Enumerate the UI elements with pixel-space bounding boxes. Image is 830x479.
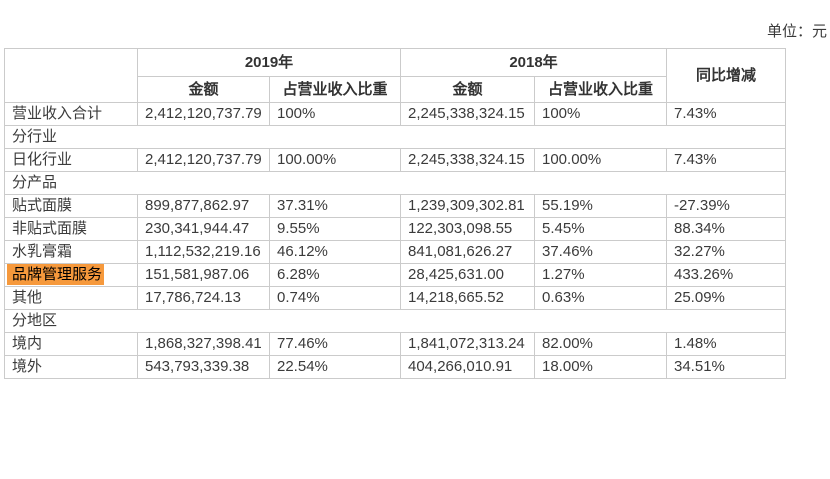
- cell-2018-amount-value: 404,266,010.91: [408, 358, 513, 376]
- row-label: 其他: [4, 286, 138, 311]
- section-row: 分产品: [4, 171, 786, 196]
- cell-yoy: 25.09%: [666, 286, 786, 311]
- cell-2019-amount: 230,341,944.47: [137, 217, 270, 242]
- cell-yoy: 7.43%: [666, 148, 786, 173]
- cell-2019-amount: 899,877,862.97: [137, 194, 270, 219]
- cell-2019-amount: 1,868,327,398.41: [137, 332, 270, 357]
- cell-2019-ratio: 37.31%: [269, 194, 401, 219]
- header-row-years: 2019年 2018年 同比增减: [4, 48, 786, 103]
- row-label: 境外: [4, 355, 138, 380]
- cell-2018-amount-value: 1,841,072,313.24: [408, 335, 525, 353]
- cell-2018-amount: 1,239,309,302.81: [400, 194, 535, 219]
- header-yoy: 同比增减: [666, 48, 786, 103]
- table-body: 营业收入合计 2,412,120,737.79 100% 2,245,338,324.…: [4, 101, 786, 380]
- table-row: 境内 1,868,327,398.41 77.46% 1,841,072,313.24…: [4, 332, 786, 357]
- header-empty-cell: [4, 48, 138, 103]
- cell-2019-amount: 2,412,120,737.79: [137, 101, 270, 127]
- cell-2018-amount-value: 28,425,631.00: [408, 266, 504, 284]
- cell-2018-amount-value: 841,081,626.27: [408, 243, 513, 261]
- cell-2018-amount: 28,425,631.00: [400, 263, 535, 288]
- header-2018-ratio: 占营业收入比重: [534, 76, 667, 103]
- header-2019-amount: 金额: [137, 76, 270, 103]
- search-highlight: 品牌管理服务: [7, 264, 105, 286]
- table-row: 水乳膏霜 1,112,532,219.16 46.12% 841,081,626.27…: [4, 240, 786, 265]
- cell-2018-ratio: 37.46%: [534, 240, 667, 265]
- cell-2018-amount: 2,245,338,324.15: [400, 148, 535, 173]
- section-label: 分行业: [4, 125, 786, 150]
- unit-label: 单位：元: [766, 23, 827, 40]
- header-2019-ratio: 占营业收入比重: [269, 76, 401, 103]
- cell-2018-amount: 14,218,665.52: [400, 286, 535, 311]
- cell-2018-amount-value: 2,245,338,324.15: [408, 105, 525, 123]
- row-label: 日化行业: [4, 148, 138, 173]
- table-row: 品牌管理服务 151,581,987.06 6.28% 28,425,631.00 1.…: [4, 263, 786, 288]
- cell-2018-amount-value: 122,303,098.55: [408, 220, 513, 238]
- cell-yoy: 1.48%: [666, 332, 786, 357]
- cell-2018-amount: 841,081,626.27: [400, 240, 535, 265]
- cell-2019-ratio: 6.28%: [269, 263, 401, 288]
- cell-2019-amount: 543,793,339.38: [137, 355, 270, 380]
- row-label: 水乳膏霜: [4, 240, 138, 265]
- cell-yoy: 88.34%: [666, 217, 786, 242]
- table-row: 境外 543,793,339.38 22.54% 404,266,010.91 18.0…: [4, 355, 786, 380]
- table-row: 其他 17,786,724.13 0.74% 14,218,665.52 0.63% 25…: [4, 286, 786, 311]
- header-year-2018: 2018年: [400, 48, 667, 77]
- cell-2018-amount-value: 14,218,665.52: [408, 289, 504, 307]
- row-label: 贴式面膜: [4, 194, 138, 219]
- row-label: 非贴式面膜: [4, 217, 138, 242]
- table-row: 日化行业 2,412,120,737.79 100.00% 2,245,338,324…: [4, 148, 786, 173]
- cell-2019-ratio: 46.12%: [269, 240, 401, 265]
- cell-2019-amount: 151,581,987.06: [137, 263, 270, 288]
- table-row: 非贴式面膜 230,341,944.47 9.55% 122,303,098.55 5.…: [4, 217, 786, 242]
- cell-2019-amount: 2,412,120,737.79: [137, 148, 270, 173]
- cell-yoy: 7.43%: [666, 101, 786, 127]
- cell-2019-ratio: 9.55%: [269, 217, 401, 242]
- cell-2018-amount: 404,266,010.91: [400, 355, 535, 380]
- cell-2018-amount: 1,841,072,313.24: [400, 332, 535, 357]
- cell-2018-amount-value: 2,245,338,324.15: [408, 151, 525, 169]
- cell-2018-ratio: 100%: [534, 101, 667, 127]
- section-row: 分地区: [4, 309, 786, 334]
- cell-2018-ratio: 100.00%: [534, 148, 667, 173]
- cell-2018-ratio: 0.63%: [534, 286, 667, 311]
- cell-2019-ratio: 100%: [269, 101, 401, 127]
- section-row: 分行业: [4, 125, 786, 150]
- cell-yoy: 433.26%: [666, 263, 786, 288]
- cell-2019-ratio: 0.74%: [269, 286, 401, 311]
- cell-2018-ratio: 5.45%: [534, 217, 667, 242]
- cell-2019-amount: 17,786,724.13: [137, 286, 270, 311]
- cell-2018-ratio: 82.00%: [534, 332, 667, 357]
- row-label: 境内: [4, 332, 138, 357]
- cell-2019-ratio: 100.00%: [269, 148, 401, 173]
- section-label: 分地区: [4, 309, 786, 334]
- row-label: 品牌管理服务: [4, 263, 138, 288]
- section-label: 分产品: [4, 171, 786, 196]
- cell-2018-ratio: 55.19%: [534, 194, 667, 219]
- cell-2018-amount: 122,303,098.55: [400, 217, 535, 242]
- cell-2018-ratio: 18.00%: [534, 355, 667, 380]
- cell-2018-ratio: 1.27%: [534, 263, 667, 288]
- header-row-subcolumns: 金额 占营业收入比重 金额 占营业收入比重: [5, 76, 786, 103]
- cell-2019-amount: 1,112,532,219.16: [137, 240, 270, 265]
- cell-yoy: 32.27%: [666, 240, 786, 265]
- header-2018-amount: 金额: [400, 76, 535, 103]
- cell-2019-ratio: 77.46%: [269, 332, 401, 357]
- row-label: 营业收入合计: [4, 101, 138, 127]
- cell-yoy: 34.51%: [666, 355, 786, 380]
- table-row: 贴式面膜 899,877,862.97 37.31% 1,239,309,302.81…: [4, 194, 786, 219]
- cell-2018-amount-value: 1,239,309,302.81: [408, 197, 525, 215]
- header-year-2019: 2019年: [137, 48, 401, 77]
- cell-2018-amount: 2,245,338,324.15: [400, 101, 535, 127]
- cell-yoy: -27.39%: [666, 194, 786, 219]
- cell-2019-ratio: 22.54%: [269, 355, 401, 380]
- table-row: 营业收入合计 2,412,120,737.79 100% 2,245,338,324.…: [4, 101, 786, 127]
- revenue-table: 2019年 2018年 同比增减 金额 占营业收入比重 金额 占营业收入比重 营…: [4, 48, 786, 380]
